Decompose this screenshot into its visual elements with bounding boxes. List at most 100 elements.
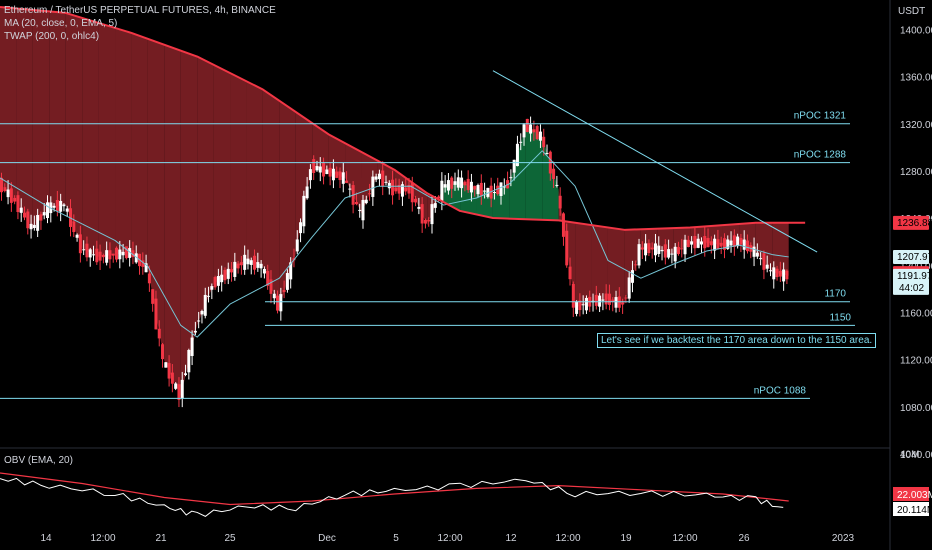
candle-body: [693, 235, 697, 249]
time-tick-label: 12:00: [555, 533, 580, 544]
level-label: nPOC 1088: [754, 385, 807, 396]
candle-body: [203, 294, 207, 316]
candle-body: [239, 262, 243, 266]
candle-body: [13, 197, 17, 202]
candle-body: [726, 239, 730, 249]
twap-fill-segment: [197, 56, 214, 326]
candle-body: [657, 245, 661, 254]
twap-fill-segment: [607, 227, 625, 305]
candle-body: [509, 177, 513, 179]
candle-body: [722, 238, 726, 250]
twap-fill-segment: [279, 100, 296, 308]
price-tick-label: 1360.00: [900, 73, 932, 84]
candle-body: [354, 201, 358, 205]
twap-fill-segment: [49, 11, 66, 208]
candle-body: [736, 236, 740, 247]
candle-body: [772, 267, 776, 280]
time-tick-label: 12:00: [90, 533, 115, 544]
candle-body: [187, 349, 191, 373]
candle-body: [115, 247, 119, 260]
price-tick-label: 1120.00: [900, 356, 932, 367]
candle-body: [193, 330, 197, 333]
candle-body: [131, 250, 135, 258]
candle-body: [515, 143, 519, 167]
candle-body: [325, 169, 329, 175]
candle-body: [555, 184, 559, 186]
twap-fill-segment: [772, 222, 789, 276]
price-tick-label: 1280.00: [900, 167, 932, 178]
candle-body: [660, 249, 664, 252]
candle-body: [345, 180, 349, 183]
currency-label: USDT: [898, 6, 925, 17]
price-badge-label: 1207.97: [897, 252, 932, 263]
candle-body: [637, 244, 641, 266]
candle-body: [331, 168, 335, 181]
time-tick-label: 2023: [832, 533, 855, 544]
candle-body: [55, 199, 59, 212]
candle-body: [443, 184, 447, 188]
candle-body: [3, 187, 7, 192]
twap-fill-segment: [312, 123, 329, 173]
candle-body: [249, 260, 253, 265]
candle-body: [446, 180, 450, 191]
candle-body: [670, 253, 674, 255]
twap-fill-segment: [295, 111, 313, 255]
candle-body: [745, 240, 749, 252]
price-badge: [893, 215, 929, 230]
candle-body: [502, 186, 506, 188]
candle-body: [729, 240, 733, 246]
candle-body: [111, 253, 115, 256]
level-label: nPOC 1321: [794, 111, 847, 122]
candle-body: [696, 238, 700, 248]
candle-body: [785, 270, 789, 280]
candle-body: [440, 180, 444, 201]
candle-body: [272, 293, 276, 299]
twap-fill-segment: [164, 44, 181, 397]
candle-body: [19, 207, 23, 213]
candle-body: [496, 185, 500, 195]
obv-badge-label: 20.114M: [897, 505, 932, 516]
obv-tick-label: 40M: [900, 450, 919, 461]
candle-body: [391, 179, 395, 196]
twap-fill-segment: [65, 12, 83, 249]
candle-body: [279, 294, 283, 312]
candle-body: [650, 247, 654, 250]
time-tick-label: Dec: [318, 533, 336, 544]
candle-body: [545, 153, 549, 155]
candle-body: [197, 320, 201, 322]
candle-body: [377, 173, 381, 180]
price-tick-label: 1320.00: [900, 120, 932, 131]
candle-body: [75, 234, 79, 238]
price-tick-label: 1400.00: [900, 26, 932, 37]
candle-body: [456, 177, 460, 188]
twap-fill-segment: [98, 22, 116, 257]
candle-body: [36, 215, 40, 231]
candle-body: [611, 299, 615, 302]
trendline[interactable]: [492, 70, 818, 253]
candle-body: [417, 206, 421, 209]
candle-body: [630, 270, 634, 283]
candle-body: [683, 239, 687, 255]
annotation-note[interactable]: Let's see if we backtest the 1170 area d…: [597, 333, 877, 348]
candle-body: [762, 253, 766, 270]
candle-body: [584, 297, 588, 311]
candle-body: [479, 182, 483, 196]
candle-body: [361, 199, 365, 221]
candle-body: [492, 191, 496, 193]
candle-body: [39, 214, 43, 221]
candle-body: [561, 213, 565, 237]
candle-body: [765, 264, 769, 269]
candle-body: [739, 238, 743, 245]
candle-body: [46, 202, 50, 219]
candle-body: [732, 235, 736, 247]
time-axis: 14 12:00 21 25 Dec 5 12:00 12 12:00 19 12:00 26 2023: [40, 533, 854, 544]
candle-body: [667, 249, 671, 258]
price-tick-label: 1160.00: [900, 309, 932, 320]
candles: [0, 116, 789, 408]
candle-body: [768, 270, 772, 272]
candle-body: [686, 239, 690, 248]
legend-symbol: Ethereum / TetherUS PERPETUAL FUTURES, 4…: [4, 5, 276, 16]
candle-body: [499, 182, 503, 196]
candle-body: [78, 234, 82, 254]
